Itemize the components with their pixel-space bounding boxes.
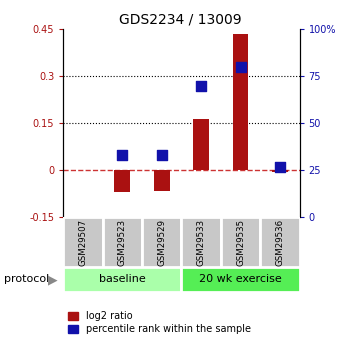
Bar [221, 217, 260, 267]
Point [159, 152, 165, 158]
Point [277, 164, 283, 169]
Text: GSM29533: GSM29533 [197, 219, 206, 266]
Point [119, 152, 125, 158]
Text: GSM29536: GSM29536 [275, 219, 284, 266]
Text: 20 wk exercise: 20 wk exercise [199, 275, 282, 284]
Point [238, 64, 243, 70]
Text: GSM29507: GSM29507 [78, 219, 87, 266]
Bar [103, 217, 142, 267]
Point [198, 83, 204, 88]
Bar [63, 267, 182, 292]
Bar [182, 217, 221, 267]
Bar [260, 217, 300, 267]
Text: GSM29523: GSM29523 [118, 219, 127, 266]
Text: ▶: ▶ [48, 273, 57, 286]
Text: GSM29529: GSM29529 [157, 219, 166, 266]
Text: protocol: protocol [4, 275, 49, 284]
Bar [193, 119, 209, 170]
Bar [63, 217, 103, 267]
Bar [154, 170, 170, 191]
Legend: log2 ratio, percentile rank within the sample: log2 ratio, percentile rank within the s… [68, 311, 251, 334]
Text: GSM29535: GSM29535 [236, 219, 245, 266]
Text: GDS2234 / 13009: GDS2234 / 13009 [119, 12, 242, 26]
Bar [142, 217, 182, 267]
Bar [182, 267, 300, 292]
Bar [114, 170, 130, 192]
Bar [232, 34, 248, 170]
Bar [272, 170, 288, 172]
Text: baseline: baseline [99, 275, 146, 284]
